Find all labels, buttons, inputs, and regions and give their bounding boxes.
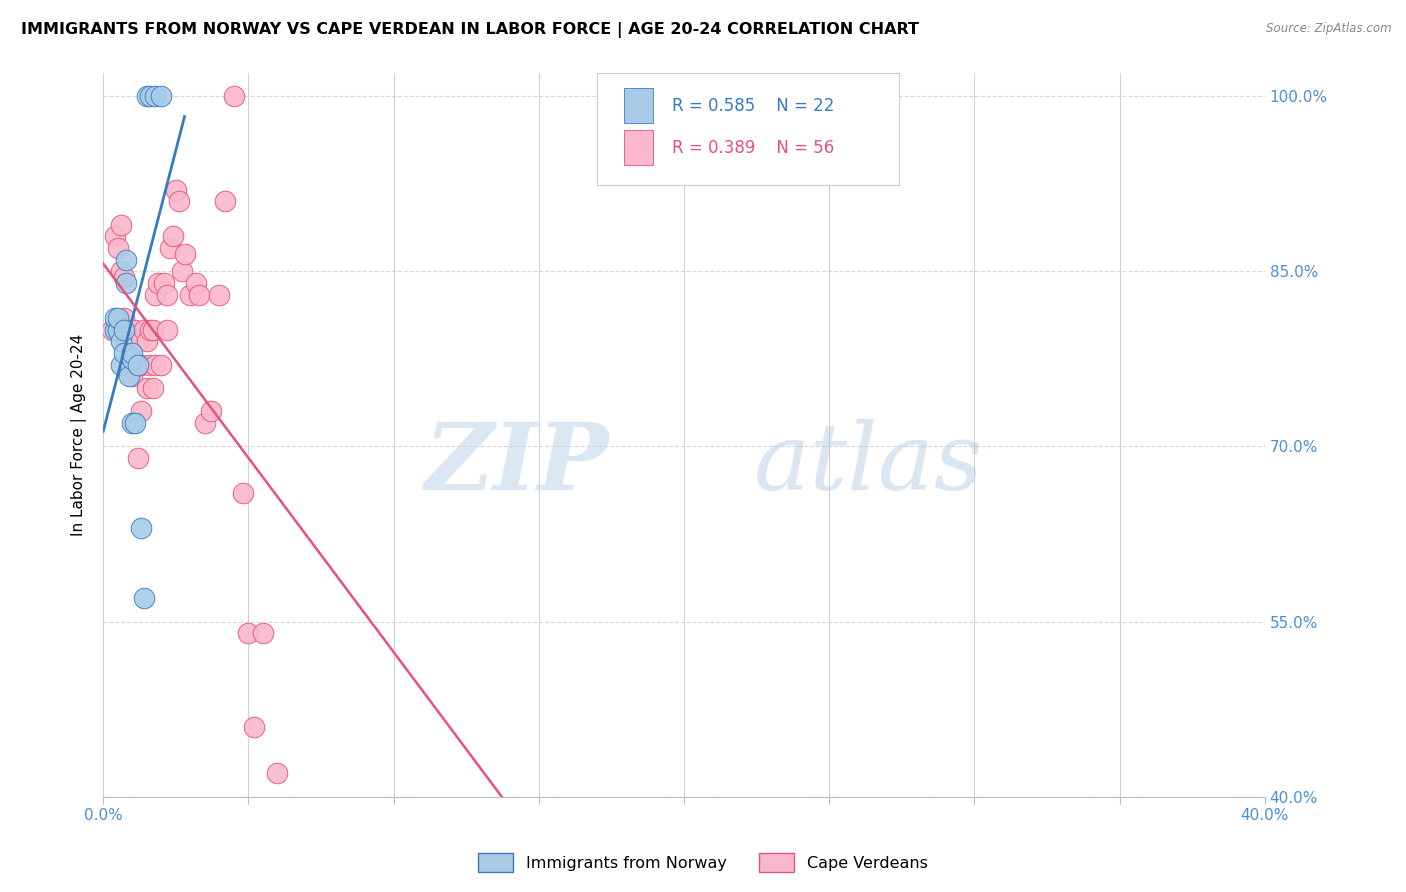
Point — [104, 311, 127, 326]
Point — [214, 194, 236, 209]
Point — [121, 416, 143, 430]
Point — [112, 346, 135, 360]
Point — [115, 323, 138, 337]
Point — [110, 358, 132, 372]
Point — [121, 346, 143, 360]
Point — [124, 323, 146, 337]
Point — [129, 521, 152, 535]
Point — [194, 416, 217, 430]
Point — [107, 323, 129, 337]
Point — [112, 311, 135, 326]
Point — [118, 369, 141, 384]
Point — [243, 720, 266, 734]
Text: R = 0.585    N = 22: R = 0.585 N = 22 — [672, 96, 835, 115]
Point — [107, 311, 129, 326]
Point — [135, 89, 157, 103]
Point — [124, 358, 146, 372]
Point — [112, 270, 135, 285]
Point — [115, 276, 138, 290]
Point — [145, 89, 167, 103]
Point — [121, 351, 143, 366]
Point — [186, 276, 208, 290]
Point — [138, 323, 160, 337]
Point — [107, 241, 129, 255]
Point — [135, 334, 157, 349]
Point — [165, 183, 187, 197]
Point — [118, 358, 141, 372]
Point — [110, 334, 132, 349]
Text: Source: ZipAtlas.com: Source: ZipAtlas.com — [1267, 22, 1392, 36]
Point — [167, 194, 190, 209]
Point — [222, 89, 245, 103]
Point — [124, 416, 146, 430]
Point — [110, 264, 132, 278]
Point — [121, 323, 143, 337]
Text: atlas: atlas — [754, 418, 983, 508]
Point — [156, 323, 179, 337]
Point — [170, 264, 193, 278]
Point — [153, 276, 176, 290]
Point — [104, 229, 127, 244]
Point — [162, 229, 184, 244]
Point — [115, 334, 138, 349]
Point — [115, 252, 138, 267]
FancyBboxPatch shape — [624, 88, 652, 123]
Text: IMMIGRANTS FROM NORWAY VS CAPE VERDEAN IN LABOR FORCE | AGE 20-24 CORRELATION CH: IMMIGRANTS FROM NORWAY VS CAPE VERDEAN I… — [21, 22, 920, 38]
Point — [266, 766, 288, 780]
Point — [156, 287, 179, 301]
Point — [127, 358, 149, 372]
Point — [252, 626, 274, 640]
Point — [150, 358, 173, 372]
FancyBboxPatch shape — [598, 73, 898, 186]
Point — [188, 287, 211, 301]
Point — [127, 334, 149, 349]
Point — [145, 287, 167, 301]
Point — [148, 276, 170, 290]
Point — [145, 358, 167, 372]
Point — [135, 381, 157, 395]
Point — [159, 241, 181, 255]
Point — [238, 626, 260, 640]
FancyBboxPatch shape — [624, 130, 652, 165]
Point — [104, 323, 127, 337]
Text: ZIP: ZIP — [425, 418, 609, 508]
Point — [208, 287, 231, 301]
Point — [132, 323, 155, 337]
Legend: Immigrants from Norway, Cape Verdeans: Immigrants from Norway, Cape Verdeans — [470, 845, 936, 880]
Y-axis label: In Labor Force | Age 20-24: In Labor Force | Age 20-24 — [72, 334, 87, 536]
Point — [101, 323, 124, 337]
Point — [132, 591, 155, 606]
Point — [127, 451, 149, 466]
Text: R = 0.389    N = 56: R = 0.389 N = 56 — [672, 139, 835, 157]
Point — [179, 287, 201, 301]
Point — [138, 358, 160, 372]
Point — [142, 381, 165, 395]
Point — [127, 358, 149, 372]
Point — [150, 89, 173, 103]
Point — [110, 218, 132, 232]
Point — [112, 323, 135, 337]
Point — [138, 89, 160, 103]
Point — [142, 323, 165, 337]
Point — [115, 323, 138, 337]
Point — [232, 486, 254, 500]
Point — [121, 334, 143, 349]
Point — [118, 334, 141, 349]
Point — [129, 358, 152, 372]
Point — [107, 323, 129, 337]
Point — [121, 369, 143, 384]
Point — [200, 404, 222, 418]
Point — [173, 247, 195, 261]
Point — [129, 404, 152, 418]
